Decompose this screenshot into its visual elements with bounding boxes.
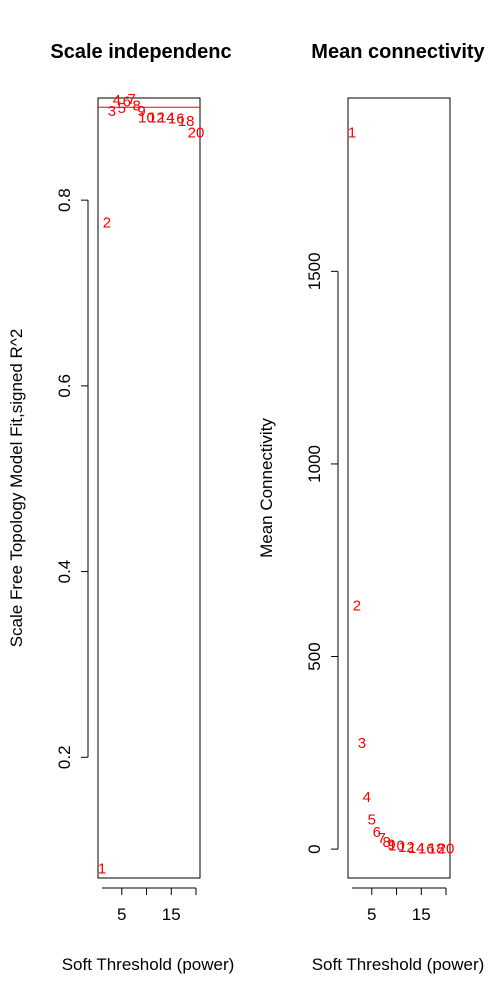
mean-connectivity-point-label: 16	[418, 840, 435, 857]
mean-connectivity-point-label: 18	[428, 841, 445, 858]
mean-connectivity-axes: 5 15 0 500 1000 1500	[305, 252, 447, 924]
scale-independence-title: Scale independenc	[50, 41, 231, 63]
mean-connectivity-point-label: 4	[363, 789, 371, 806]
mean-connectivity-y-tick-label: 500	[305, 642, 324, 670]
scale-independence-x-tick-label: 5	[117, 905, 126, 924]
scale-independence-y-tick-label: 0.6	[55, 374, 74, 398]
scale-independence-point-label: 6	[123, 94, 131, 111]
mean-connectivity-point-label: 3	[358, 735, 366, 752]
mean-connectivity-panel: Mean connectivity Soft Threshold (power)…	[257, 41, 486, 974]
mean-connectivity-y-axis-label: Mean Connectivity	[257, 418, 276, 558]
scale-independence-point-label: 16	[168, 110, 185, 127]
mean-connectivity-plot-frame	[347, 97, 451, 879]
scale-independence-y-tick-label: 0.8	[55, 188, 74, 212]
mean-connectivity-point-label: 6	[373, 824, 381, 841]
scale-independence-point-label: 1	[98, 861, 106, 878]
scale-independence-y-tick-label: 0.4	[55, 560, 74, 584]
scale-independence-point-label: 2	[103, 214, 111, 231]
scale-independence-point-label: 7	[128, 91, 136, 108]
mean-connectivity-point-label: 5	[368, 811, 376, 828]
mean-connectivity-x-tick-label: 15	[412, 905, 431, 924]
mean-connectivity-point-label: 1	[348, 125, 356, 142]
scale-independence-y-tick-label: 0.2	[55, 745, 74, 769]
scale-independence-point-label: 3	[108, 103, 116, 120]
scale-independence-point-label: 4	[113, 92, 121, 109]
scale-independence-point-label: 18	[178, 113, 195, 130]
mean-connectivity-y-tick-label: 0	[305, 844, 324, 853]
mean-connectivity-point-label: 12	[398, 839, 415, 856]
scale-independence-point-label: 8	[132, 97, 140, 114]
scale-independence-point-label: 9	[137, 103, 145, 120]
scale-independence-plot-frame	[97, 97, 201, 879]
scale-independence-x-tick-label: 15	[162, 905, 181, 924]
mean-connectivity-y-tick-label: 1500	[305, 252, 324, 290]
mean-connectivity-point-label: 14	[408, 840, 425, 857]
mean-connectivity-point-label: 10	[388, 838, 405, 855]
mean-connectivity-point-label: 20	[438, 841, 455, 858]
mean-connectivity-x-tick-label: 5	[367, 905, 376, 924]
scale-independence-point-label: 10	[138, 110, 155, 127]
scale-independence-point-label: 5	[118, 100, 126, 117]
mean-connectivity-point-label: 2	[353, 598, 361, 615]
scale-independence-x-axis-label: Soft Threshold (power)	[62, 955, 235, 974]
scale-independence-point-label: 12	[148, 110, 165, 127]
mean-connectivity-title: Mean connectivity	[311, 41, 485, 63]
scale-independence-axes: 5 15 0.2 0.4 0.6 0.8	[55, 188, 197, 924]
mean-connectivity-point-label: 8	[382, 834, 390, 851]
mean-connectivity-point-label: 9	[387, 836, 395, 853]
scale-independence-panel: Scale independenc Soft Threshold (power)…	[7, 41, 234, 974]
scale-independence-point-label: 20	[188, 124, 205, 141]
mean-connectivity-point-label: 7	[378, 830, 386, 847]
scale-independence-point-label: 14	[158, 110, 175, 127]
scale-independence-y-axis-label: Scale Free Topology Model Fit,signed R^2	[7, 329, 26, 648]
mean-connectivity-x-axis-label: Soft Threshold (power)	[312, 955, 485, 974]
mean-connectivity-y-tick-label: 1000	[305, 445, 324, 483]
